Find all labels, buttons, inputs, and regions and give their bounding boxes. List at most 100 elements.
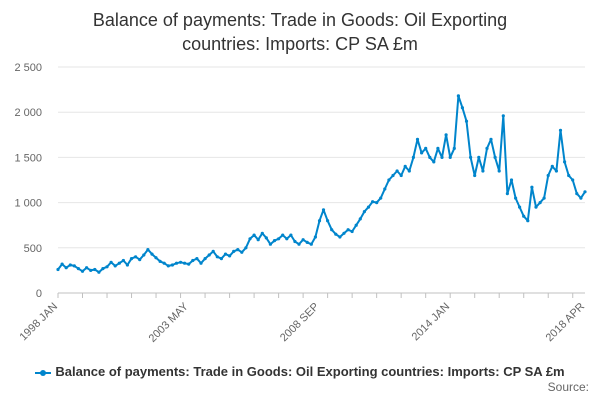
data-point	[113, 264, 117, 268]
data-point	[407, 169, 411, 173]
data-point	[481, 169, 485, 173]
data-point	[469, 155, 473, 159]
y-tick-label: 1 000	[14, 198, 42, 210]
data-point	[493, 155, 497, 159]
data-point	[379, 196, 383, 200]
data-point	[436, 146, 440, 150]
data-point	[501, 114, 505, 118]
data-point	[428, 155, 432, 159]
x-tick-label: 2018 APR	[544, 301, 588, 345]
data-point	[72, 264, 76, 268]
data-point	[546, 173, 550, 178]
data-point	[460, 106, 464, 110]
data-point	[518, 205, 522, 209]
data-point	[232, 249, 236, 253]
data-point	[366, 205, 371, 209]
x-tick-label: 2008 SEP	[278, 301, 322, 345]
data-point	[346, 228, 350, 232]
y-tick-label: 2 500	[14, 62, 42, 74]
legend-item[interactable]: Balance of payments: Trade in Goods: Oil…	[0, 364, 600, 379]
data-point	[150, 252, 154, 256]
data-point	[375, 201, 379, 205]
data-point	[542, 196, 546, 200]
legend-swatch-icon	[35, 368, 52, 378]
y-tick-label: 0	[36, 288, 42, 300]
data-point	[354, 223, 358, 227]
chart-title-line-2: countries: Imports: CP SA £m	[182, 34, 418, 54]
data-point	[260, 231, 264, 235]
data-point	[464, 119, 469, 123]
data-point	[215, 255, 219, 259]
data-point	[330, 228, 334, 232]
data-point	[183, 261, 187, 265]
data-point	[387, 178, 391, 182]
data-point	[68, 263, 72, 267]
data-point	[272, 239, 277, 243]
data-point	[207, 253, 211, 257]
data-point	[554, 169, 559, 173]
data-point	[236, 248, 240, 252]
data-point	[281, 233, 285, 237]
data-point	[305, 240, 309, 244]
data-point	[522, 214, 526, 218]
data-point	[248, 237, 252, 241]
data-point	[317, 219, 322, 223]
data-point	[264, 236, 268, 240]
data-point	[138, 258, 142, 262]
data-point	[142, 253, 146, 257]
data-point	[321, 208, 326, 212]
data-point	[109, 260, 113, 264]
data-point	[134, 255, 138, 259]
data-point	[293, 239, 297, 244]
data-point	[399, 173, 403, 178]
data-point	[497, 169, 501, 173]
data-point	[558, 128, 563, 132]
data-point	[509, 178, 514, 182]
data-point	[80, 269, 85, 273]
data-point	[89, 268, 93, 272]
data-point	[228, 254, 232, 258]
data-point	[64, 266, 68, 270]
data-point	[191, 258, 195, 263]
data-point	[514, 196, 518, 200]
data-point	[334, 232, 338, 236]
data-point	[571, 178, 575, 182]
data-point	[477, 155, 481, 159]
x-tick-label: 1998 JAN	[17, 301, 60, 344]
data-point	[129, 257, 134, 261]
data-point	[195, 257, 199, 261]
data-point	[101, 267, 105, 271]
data-point	[420, 151, 424, 155]
data-point	[121, 258, 125, 263]
data-point	[371, 200, 375, 204]
data-point	[440, 155, 444, 159]
data-point	[383, 187, 387, 191]
data-point	[240, 250, 244, 254]
data-point	[473, 173, 477, 178]
data-point	[297, 242, 301, 246]
data-point	[158, 259, 162, 263]
data-point	[256, 238, 260, 242]
data-point	[199, 261, 203, 265]
y-tick-label: 500	[24, 243, 42, 255]
data-point	[223, 252, 228, 256]
data-point	[411, 155, 415, 159]
data-point	[563, 160, 567, 164]
data-point	[448, 155, 452, 159]
data-point	[179, 260, 183, 264]
data-point	[432, 160, 436, 164]
data-point	[530, 185, 534, 189]
data-point	[174, 261, 179, 265]
y-tick-label: 2 000	[14, 107, 42, 119]
data-point	[538, 201, 542, 205]
data-point	[362, 210, 366, 214]
data-point	[97, 270, 101, 274]
data-point	[56, 267, 60, 272]
x-tick-label: 2003 MAY	[147, 300, 192, 345]
data-point	[424, 146, 428, 150]
data-point	[444, 133, 448, 137]
data-point	[526, 219, 530, 223]
data-point	[313, 235, 317, 239]
data-point	[309, 242, 313, 246]
data-point	[277, 237, 281, 241]
